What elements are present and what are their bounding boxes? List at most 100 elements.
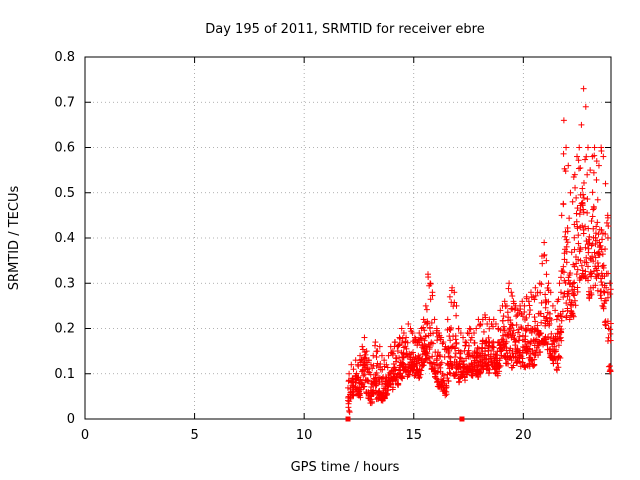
data-point (468, 334, 475, 341)
data-point (603, 270, 610, 277)
data-point (575, 157, 582, 164)
data-point (352, 379, 359, 386)
data-point (456, 354, 463, 361)
data-point (575, 232, 582, 239)
data-point (424, 350, 431, 357)
data-point (606, 280, 613, 287)
data-point (490, 316, 497, 323)
data-point (582, 223, 589, 230)
data-point (590, 203, 597, 210)
data-point (508, 289, 515, 296)
y-tick-label: 0.6 (54, 141, 75, 156)
data-point (589, 253, 596, 260)
data-point (467, 326, 474, 333)
data-point (506, 326, 513, 333)
data-point (544, 284, 551, 291)
data-point (393, 358, 400, 365)
data-point (357, 352, 364, 359)
data-point (475, 352, 482, 359)
data-point (555, 354, 562, 361)
data-point (510, 298, 517, 305)
data-point (384, 364, 391, 371)
data-point (485, 334, 492, 341)
data-point (364, 377, 371, 384)
data-point (531, 314, 538, 321)
data-point (422, 332, 429, 339)
data-point (348, 361, 355, 368)
data-point (403, 334, 410, 341)
data-point (563, 243, 570, 250)
data-point (594, 196, 601, 203)
data-point (590, 206, 597, 213)
data-point (592, 230, 599, 237)
data-point (594, 219, 601, 226)
data-point (345, 400, 352, 407)
data-point (600, 303, 607, 310)
data-point (515, 329, 522, 336)
data-point (386, 381, 393, 388)
grid-lines (85, 57, 611, 419)
x-tick-label: 20 (515, 428, 532, 443)
data-point (440, 339, 447, 346)
data-point (543, 257, 550, 264)
data-point (577, 257, 584, 264)
data-point (560, 117, 567, 124)
data-point (571, 171, 578, 178)
data-point (398, 339, 405, 346)
data-point (384, 390, 391, 397)
data-point (516, 358, 523, 365)
data-point (519, 355, 526, 362)
data-point (426, 344, 433, 351)
data-point (569, 310, 576, 317)
data-point (605, 223, 612, 230)
data-point (392, 339, 399, 346)
data-point (424, 355, 431, 362)
data-point (417, 371, 424, 378)
data-point (584, 144, 591, 151)
data-point (559, 308, 566, 315)
data-point (376, 343, 383, 350)
data-point (580, 179, 587, 186)
data-point (444, 375, 451, 382)
data-point (578, 121, 585, 128)
data-point (592, 282, 599, 289)
data-point (580, 206, 587, 213)
data-point (573, 218, 580, 225)
data-point (423, 349, 430, 356)
data-point (566, 215, 573, 222)
y-tick-label: 0.3 (54, 276, 75, 291)
data-point (466, 325, 473, 332)
data-point (579, 222, 586, 229)
data-point (457, 355, 464, 362)
data-point (424, 318, 431, 325)
data-point (523, 314, 530, 321)
data-point (571, 279, 578, 286)
data-point (577, 165, 584, 172)
data-point (555, 296, 562, 303)
data-point (434, 337, 441, 344)
data-point (434, 369, 441, 376)
data-point (433, 355, 440, 362)
data-point (601, 282, 608, 289)
data-point (468, 371, 475, 378)
data-point (452, 332, 459, 339)
data-point (585, 236, 592, 243)
data-point (582, 268, 589, 275)
data-point (607, 290, 614, 297)
data-point (537, 289, 544, 296)
data-point (446, 293, 453, 300)
data-point (509, 350, 516, 357)
data-point (500, 313, 507, 320)
data-point (373, 354, 380, 361)
data-point (574, 266, 581, 273)
data-point (604, 212, 611, 219)
data-point (346, 409, 353, 416)
data-point (372, 380, 379, 387)
data-point (537, 310, 544, 317)
y-tick-label: 0.2 (54, 322, 75, 337)
data-point (429, 289, 436, 296)
data-point (563, 300, 570, 307)
data-point (564, 224, 571, 231)
data-point (546, 315, 553, 322)
data-point (509, 330, 516, 337)
